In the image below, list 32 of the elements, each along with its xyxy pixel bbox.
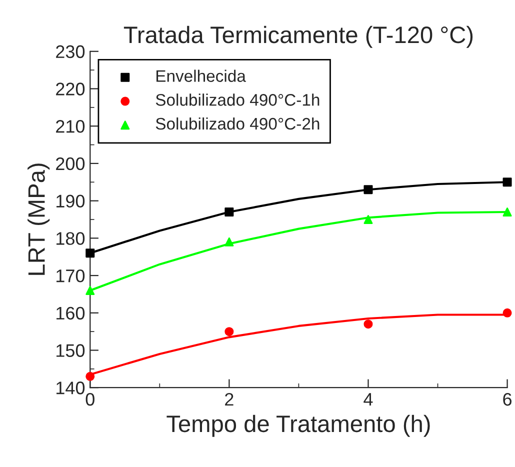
- y-tick-label: 230: [56, 45, 85, 58]
- point: [502, 208, 512, 217]
- point: [502, 308, 512, 318]
- point: [224, 208, 234, 217]
- point: [86, 372, 95, 381]
- y-tick-label: 180: [56, 232, 85, 245]
- point: [364, 214, 373, 224]
- y-tick-label: 140: [56, 382, 85, 394]
- legend-label: Solubilizado 490°C-1h: [156, 94, 320, 106]
- point: [224, 327, 234, 336]
- y-tick-label: 200: [56, 157, 85, 170]
- x-tick-label: 2: [225, 392, 234, 406]
- legend-label: Solubilizado 490°C-2h: [156, 117, 320, 130]
- y-axis-title: LRT (MPa): [28, 164, 50, 275]
- x-tick-label: 4: [364, 393, 373, 406]
- y-tick-label: 150: [56, 344, 85, 357]
- y-tick-label: 220: [56, 82, 85, 96]
- x-tick-label: 0: [86, 392, 94, 406]
- point: [364, 320, 373, 329]
- y-tick-label: 170: [56, 269, 85, 282]
- legend-label: Envelhecida: [156, 70, 246, 82]
- point: [86, 286, 95, 295]
- y-tick-label: 190: [56, 194, 85, 208]
- y-tick-label: 160: [56, 306, 85, 320]
- point: [364, 185, 373, 194]
- x-tick-label: 6: [503, 392, 512, 406]
- chart-title: Tratada Termicamente (T-120 °C): [124, 26, 473, 48]
- x-axis-title: Tempo de Tratamento (h): [166, 414, 430, 437]
- y-tick-label: 210: [56, 120, 85, 133]
- point: [86, 248, 95, 258]
- point: [502, 178, 512, 187]
- point: [224, 237, 234, 246]
